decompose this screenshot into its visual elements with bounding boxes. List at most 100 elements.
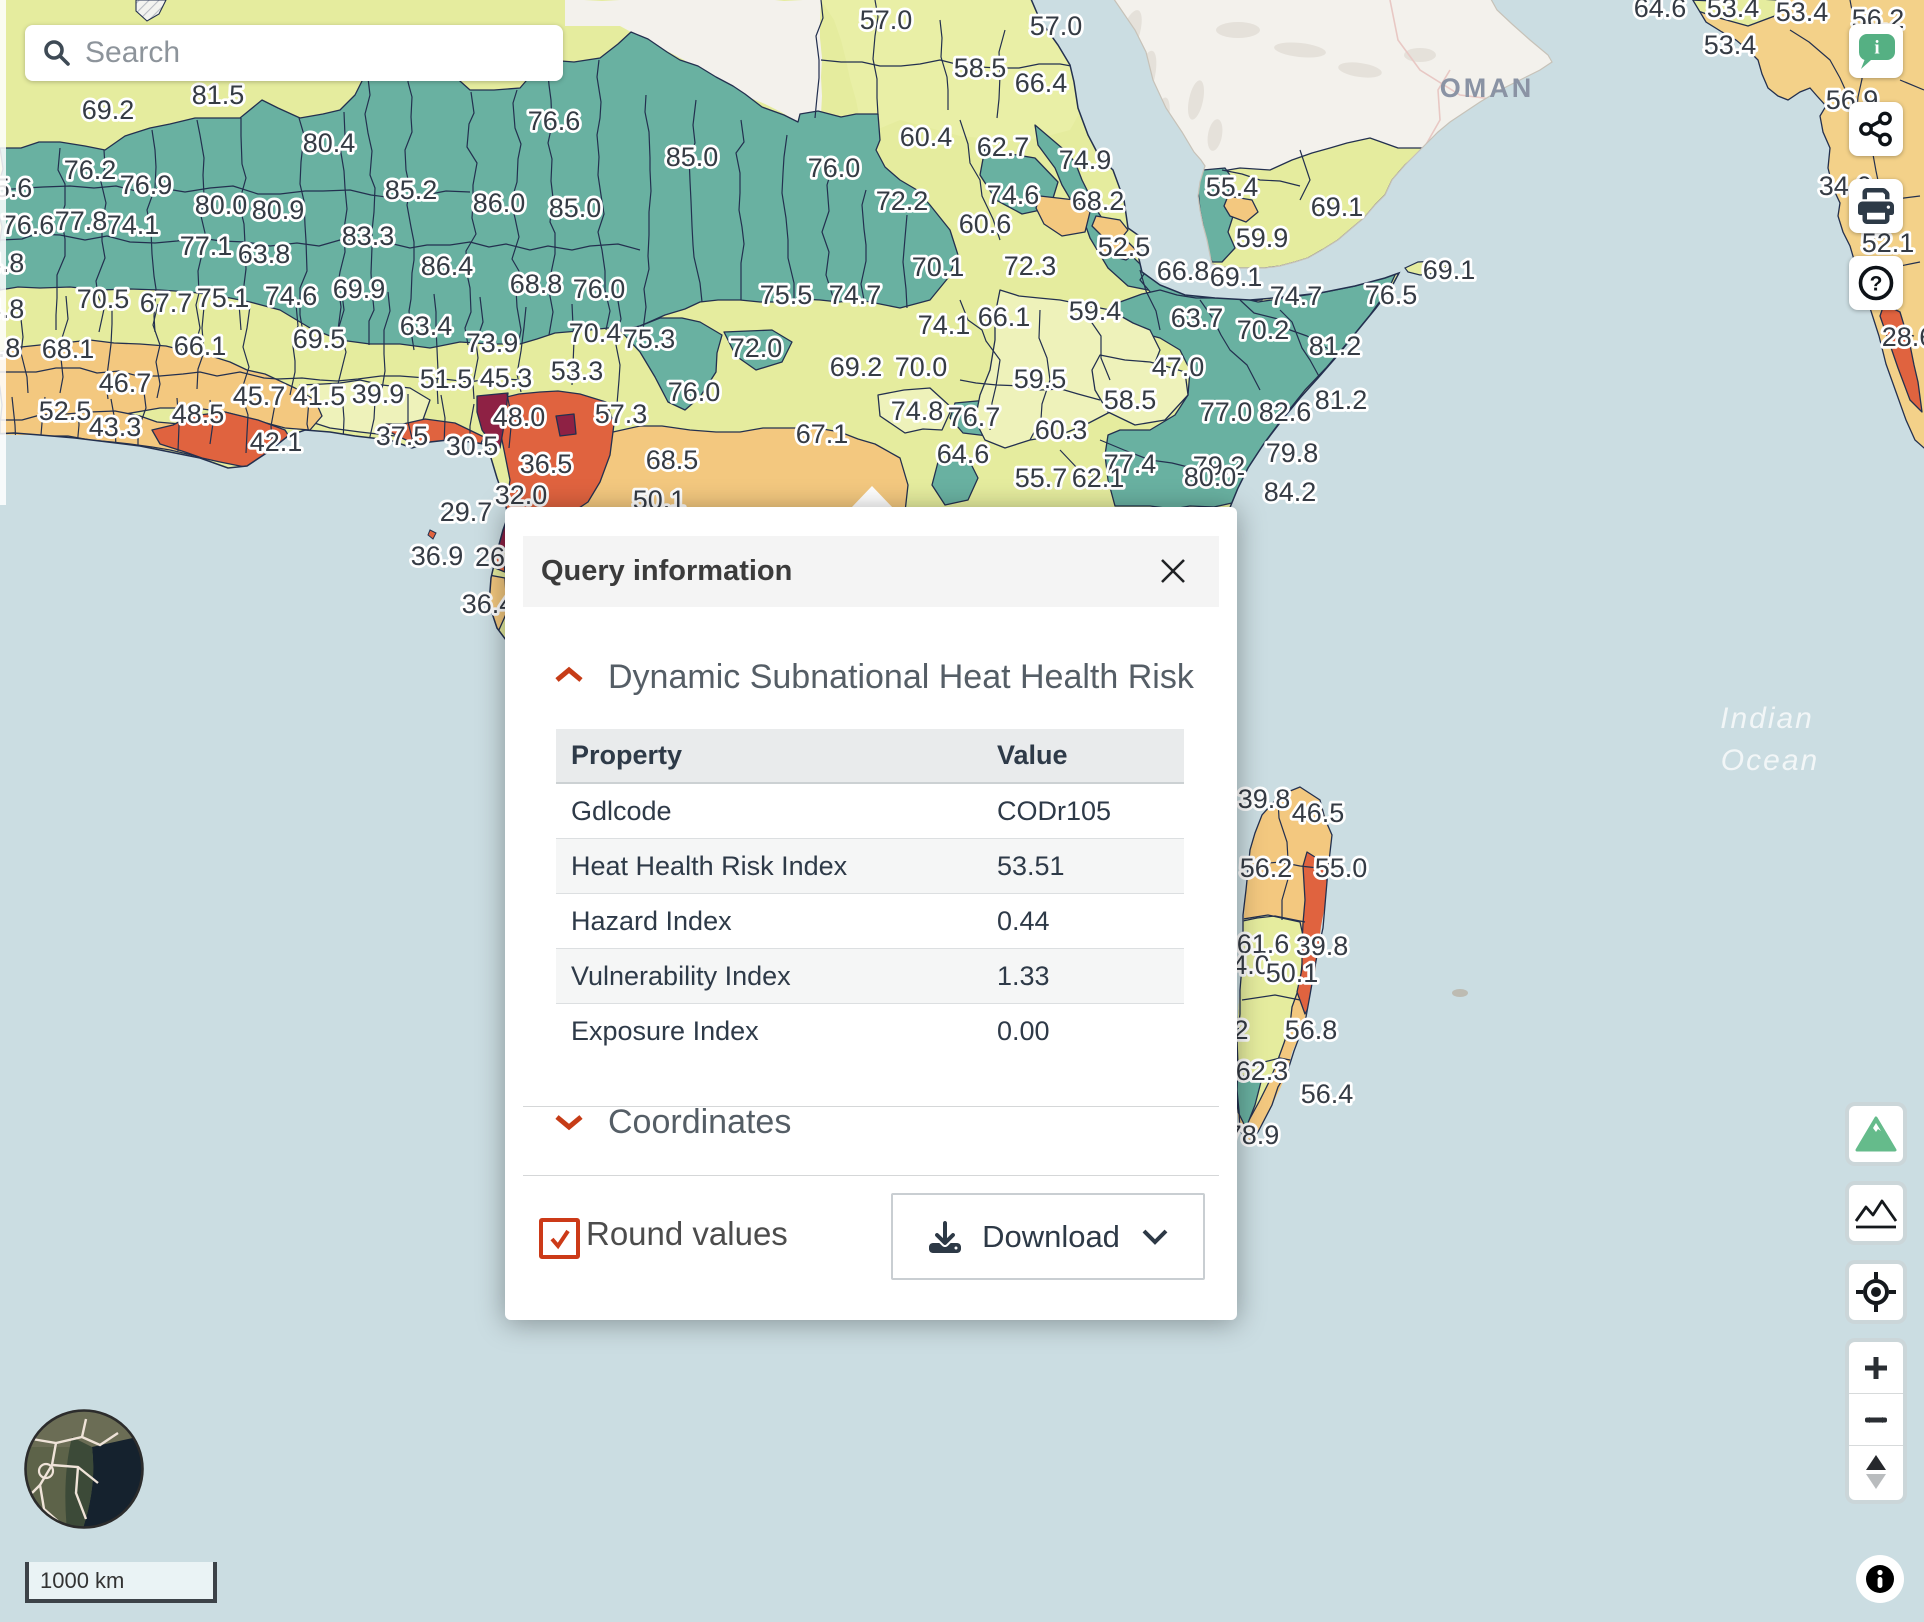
svg-text:76.2: 76.2 — [64, 155, 117, 185]
svg-text:66.4: 66.4 — [1015, 68, 1068, 98]
svg-text:70.4: 70.4 — [569, 318, 622, 348]
svg-text:77.4: 77.4 — [1104, 449, 1157, 479]
svg-text:59.4: 59.4 — [1069, 296, 1122, 326]
svg-text:55.7: 55.7 — [1015, 463, 1068, 493]
svg-text:69.1: 69.1 — [1311, 192, 1364, 222]
svg-text:85.0: 85.0 — [549, 193, 602, 223]
svg-text:47.0: 47.0 — [1152, 352, 1205, 382]
svg-text:58.5: 58.5 — [1104, 385, 1157, 415]
svg-text:80.0: 80.0 — [1184, 462, 1237, 492]
svg-text:60.6: 60.6 — [959, 209, 1012, 239]
svg-text:48.0: 48.0 — [493, 402, 546, 432]
svg-text:82.6: 82.6 — [1259, 397, 1312, 427]
svg-text:66.1: 66.1 — [978, 302, 1031, 332]
svg-text:53.4: 53.4 — [1704, 30, 1757, 60]
svg-text:68.1: 68.1 — [42, 334, 95, 364]
svg-text:37.5: 37.5 — [376, 421, 429, 451]
svg-text:62.7: 62.7 — [977, 132, 1030, 162]
svg-text:81.5: 81.5 — [192, 80, 245, 110]
svg-text:86.4: 86.4 — [421, 251, 474, 281]
svg-text:28.6: 28.6 — [1882, 322, 1924, 352]
svg-text:53.3: 53.3 — [551, 356, 604, 386]
svg-text:76.6: 76.6 — [528, 106, 581, 136]
svg-text:45.7: 45.7 — [233, 381, 286, 411]
svg-text:41.5: 41.5 — [293, 381, 346, 411]
svg-text:45.3: 45.3 — [480, 363, 533, 393]
svg-text:80.4: 80.4 — [303, 128, 356, 158]
svg-text:53.4: 53.4 — [1776, 0, 1829, 27]
svg-text:32.0: 32.0 — [495, 480, 548, 510]
svg-text:81.2: 81.2 — [1309, 331, 1362, 361]
svg-text:64.6: 64.6 — [1634, 0, 1687, 23]
svg-text:69.5: 69.5 — [293, 324, 346, 354]
svg-text:76.0: 76.0 — [668, 377, 721, 407]
svg-text:68.2: 68.2 — [1072, 186, 1125, 216]
svg-text:52.5: 52.5 — [1098, 232, 1151, 262]
svg-text:72.3: 72.3 — [1004, 251, 1057, 281]
svg-text:68.8: 68.8 — [510, 269, 563, 299]
svg-text:67.7: 67.7 — [140, 288, 193, 318]
svg-text:57.0: 57.0 — [860, 5, 913, 35]
svg-text:50.1: 50.1 — [1266, 958, 1319, 988]
svg-text:83.3: 83.3 — [342, 221, 395, 251]
svg-text:68.5: 68.5 — [646, 445, 699, 475]
svg-text:48.5: 48.5 — [172, 399, 225, 429]
svg-text:39.9: 39.9 — [352, 379, 405, 409]
svg-text:52.5: 52.5 — [39, 396, 92, 426]
svg-text:75.5: 75.5 — [760, 280, 813, 310]
svg-text:85.2: 85.2 — [385, 175, 438, 205]
svg-text:74.1: 74.1 — [918, 310, 971, 340]
svg-text:36.5: 36.5 — [520, 449, 573, 479]
svg-text:67.1: 67.1 — [796, 419, 849, 449]
svg-text:56.8: 56.8 — [1285, 1015, 1338, 1045]
svg-text:29.7: 29.7 — [440, 497, 493, 527]
svg-text:70.1: 70.1 — [912, 252, 965, 282]
svg-text:63.4: 63.4 — [400, 311, 453, 341]
svg-text:30.5: 30.5 — [446, 431, 499, 461]
svg-text:57.3: 57.3 — [595, 399, 648, 429]
svg-text:70.2: 70.2 — [1237, 315, 1290, 345]
svg-text:75.1: 75.1 — [197, 283, 250, 313]
svg-text:Indian: Indian — [1720, 702, 1814, 735]
svg-text:76.9: 76.9 — [120, 170, 173, 200]
svg-text:74.9: 74.9 — [1059, 145, 1112, 175]
svg-text:59.9: 59.9 — [1236, 223, 1289, 253]
svg-text:74.8: 74.8 — [891, 396, 944, 426]
svg-text:70.0: 70.0 — [895, 352, 948, 382]
svg-text:43.3: 43.3 — [89, 412, 142, 442]
svg-text:77.1: 77.1 — [180, 231, 233, 261]
svg-text:?: ? — [1870, 273, 1883, 296]
svg-text:69.9: 69.9 — [333, 274, 386, 304]
svg-text:63.7: 63.7 — [1171, 303, 1224, 333]
svg-text:76.0: 76.0 — [808, 153, 861, 183]
svg-text:69.2: 69.2 — [82, 95, 135, 125]
svg-text:69.1: 69.1 — [1210, 262, 1263, 292]
svg-text:39.8: 39.8 — [1296, 931, 1349, 961]
svg-text:57.0: 57.0 — [1030, 11, 1083, 41]
svg-text:63.8: 63.8 — [238, 239, 291, 269]
svg-text:74.1: 74.1 — [107, 210, 160, 240]
svg-text:86.0: 86.0 — [473, 188, 526, 218]
svg-text:79.2: 79.2 — [1193, 451, 1246, 481]
svg-text:51.5: 51.5 — [420, 364, 473, 394]
svg-text:74.7: 74.7 — [1270, 281, 1323, 311]
svg-text:39.8: 39.8 — [1238, 784, 1291, 814]
svg-text:56.2: 56.2 — [1240, 853, 1293, 883]
svg-text:60.4: 60.4 — [900, 122, 953, 152]
svg-text:76.0: 76.0 — [573, 274, 626, 304]
svg-text:81.2: 81.2 — [1315, 385, 1368, 415]
svg-text:76.5: 76.5 — [1365, 280, 1418, 310]
svg-text:55.4: 55.4 — [1206, 172, 1259, 202]
svg-text:46.5: 46.5 — [1292, 798, 1345, 828]
svg-text:46.7: 46.7 — [99, 368, 152, 398]
svg-text:55.0: 55.0 — [1315, 853, 1368, 883]
svg-text:OMAN: OMAN — [1440, 73, 1535, 103]
svg-text:64.6: 64.6 — [937, 439, 990, 469]
svg-text:74.6: 74.6 — [265, 281, 318, 311]
svg-text:74.7: 74.7 — [829, 280, 882, 310]
svg-text:69.1: 69.1 — [1423, 255, 1476, 285]
svg-text:77.0: 77.0 — [1200, 397, 1253, 427]
svg-text:79.8: 79.8 — [1266, 438, 1319, 468]
svg-text:66.1: 66.1 — [174, 331, 227, 361]
svg-text:76.7: 76.7 — [948, 402, 1001, 432]
